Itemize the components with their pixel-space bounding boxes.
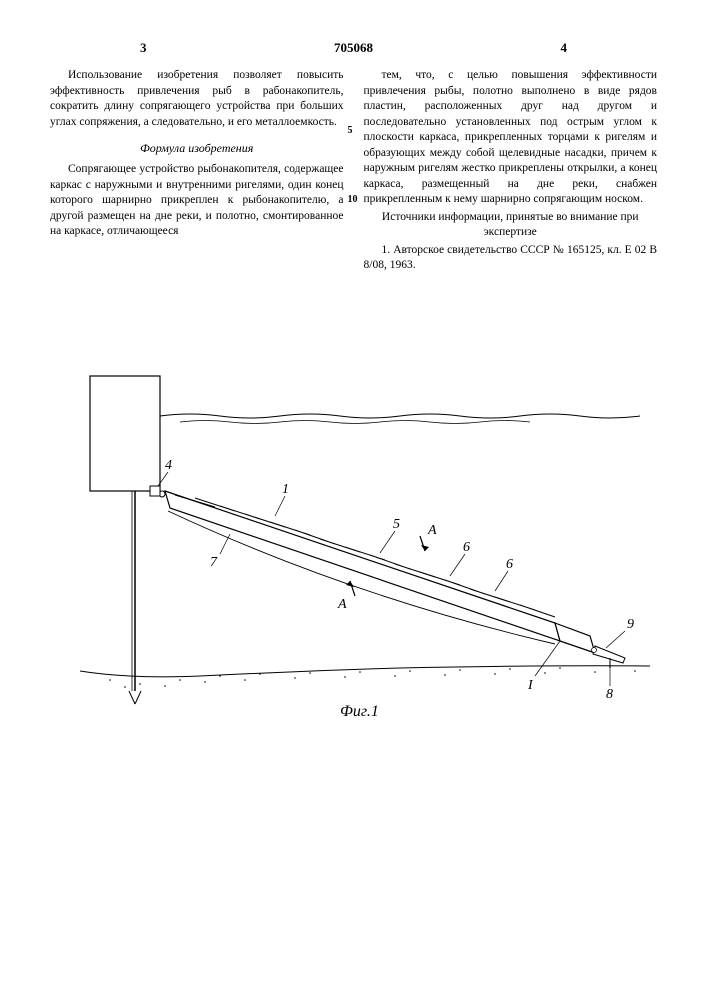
line-marker-5: 5 (348, 124, 353, 138)
label-1: 1 (282, 482, 289, 497)
ramp-assembly (150, 486, 625, 666)
page-number-left: 3 (50, 40, 147, 56)
water-surface (160, 414, 640, 424)
document-number: 705068 (334, 40, 373, 56)
label-I: I (527, 678, 534, 693)
figure-1: 4 1 5 6 6 7 I 8 9 A A Фиг.1 (50, 296, 657, 856)
right-paragraph-1: тем, что, с целью повышения эффективност… (364, 68, 658, 208)
label-6b: 6 (506, 557, 513, 572)
formula-heading: Формула изобретения (50, 140, 344, 156)
line-marker-10: 10 (348, 193, 358, 207)
right-column: 5 10 тем, что, с целью повышения эффекти… (364, 68, 658, 276)
page-number-right: 4 (561, 40, 658, 56)
page-header: 3 705068 4 (50, 40, 657, 56)
figure-svg: 4 1 5 6 6 7 I 8 9 A A Фиг.1 (50, 296, 657, 856)
left-p2-text: Сопрягающее устройство рыбонакопи­теля, … (50, 163, 344, 237)
accumulator-box (90, 376, 160, 704)
label-5: 5 (393, 517, 400, 532)
label-6a: 6 (463, 540, 470, 555)
left-column: Использование изобретения позволяет по­в… (50, 68, 344, 276)
label-A-top: A (427, 523, 437, 538)
source-item-1: 1. Авторское свидетельство СССР № 165125… (364, 243, 658, 274)
left-paragraph-1: Использование изобретения позволяет по­в… (50, 68, 344, 130)
sources-heading: Источники информации, принятые во вниман… (364, 210, 658, 241)
label-7: 7 (210, 555, 218, 570)
label-4: 4 (165, 458, 172, 473)
riverbed (80, 665, 650, 687)
left-paragraph-2: Сопрягающее устройство рыбонакопи­теля, … (50, 162, 344, 240)
label-A-bottom: A (337, 597, 347, 612)
figure-caption: Фиг.1 (340, 703, 379, 720)
text-columns: Использование изобретения позволяет по­в… (50, 68, 657, 276)
label-8: 8 (606, 687, 613, 702)
label-9: 9 (627, 617, 634, 632)
